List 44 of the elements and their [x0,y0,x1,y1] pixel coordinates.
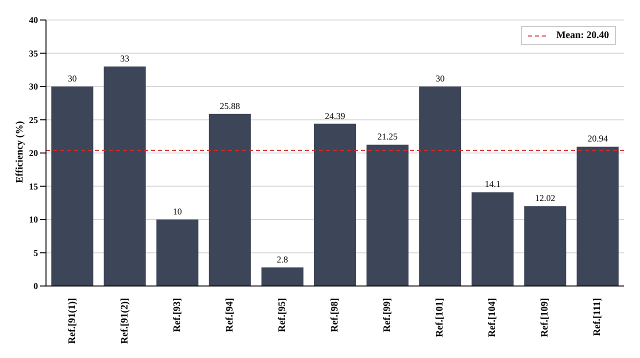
y-tick-label: 25 [29,114,38,125]
data-label: 30 [68,74,78,84]
bar [261,267,304,286]
x-tick-label: Ref.[109] [540,298,551,338]
bar [314,124,356,286]
bar [208,114,251,286]
bar [524,206,566,286]
y-tick-label: 20 [29,148,38,158]
y-tick-label: 10 [29,214,38,225]
data-label: 30 [436,74,446,84]
bar [472,192,514,286]
y-tick-label: 5 [34,248,38,258]
x-tick-label: Ref.[91(1)] [66,298,78,344]
y-tick-label: 40 [29,15,38,26]
bar [51,86,94,286]
x-tick-label: Ref.[101] [434,298,446,338]
y-axis-title: Efficiency (%) [14,121,26,183]
data-label: 25.88 [220,100,241,111]
x-tick-label: Ref.[91(2)] [119,298,130,344]
data-label: 10 [172,206,182,216]
y-tick-label: 0 [34,281,38,292]
y-tick-label: 35 [29,48,38,58]
data-label: 24.39 [324,110,346,121]
x-tick-label: Ref.[111] [592,298,604,336]
data-label: 33 [120,54,130,64]
data-label: 14.1 [484,179,500,190]
bar [156,220,198,286]
bar [366,144,409,286]
x-tick-label: Ref.[94] [224,298,236,332]
data-label: 12.02 [535,193,556,204]
y-tick-label: 30 [29,82,38,92]
bar [576,146,619,286]
data-label: 21.25 [377,132,398,142]
bar [419,86,462,286]
x-tick-label: Ref.[93] [172,298,183,332]
x-tick-label: Ref.[104] [487,298,498,338]
x-tick-label: Ref.[98] [330,298,340,332]
y-tick-label: 15 [29,181,38,192]
legend-label: Mean: 20.40 [556,30,609,41]
data-label: 2.8 [276,254,289,264]
data-label: 20.94 [588,134,608,144]
bar [104,66,146,286]
x-tick-label: Ref.[95] [276,298,288,332]
x-tick-label: Ref.[99] [382,298,394,332]
